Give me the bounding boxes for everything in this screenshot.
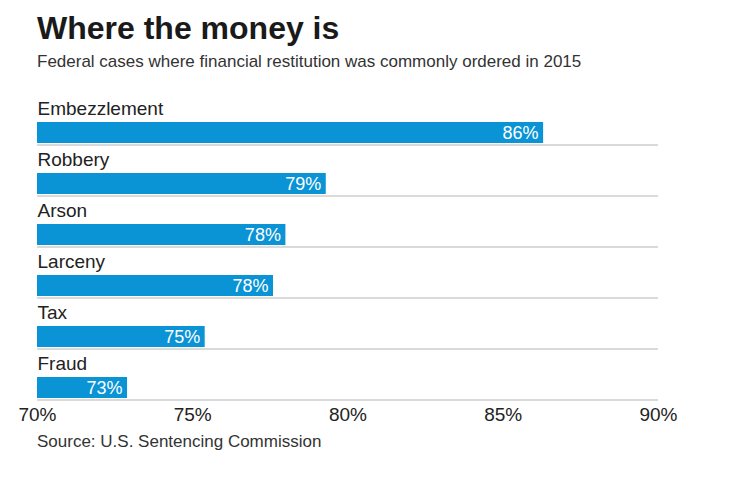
html-text:Where the money is: Where the money is <box>37 10 340 46</box>
svg-text:Embezzlement: Embezzlement <box>38 98 164 119</box>
svg-text:79%: 79% <box>285 174 321 194</box>
html-text:Source: U.S. Sentencing Commis: Source: U.S. Sentencing Commission <box>37 432 322 451</box>
svg-text:86%: 86% <box>503 123 539 143</box>
svg-text:80%: 80% <box>329 404 367 425</box>
svg-text:85%: 85% <box>484 404 522 425</box>
svg-text:Tax: Tax <box>38 302 68 323</box>
svg-text:Arson: Arson <box>38 200 88 221</box>
svg-text:Larceny: Larceny <box>38 251 106 272</box>
svg-text:90%: 90% <box>639 404 677 425</box>
svg-text:78%: 78% <box>232 276 268 296</box>
svg-text:75%: 75% <box>164 327 200 347</box>
svg-text:73%: 73% <box>87 378 123 398</box>
svg-text:75%: 75% <box>174 404 212 425</box>
html-text:Federal cases where financial: Federal cases where financial restitutio… <box>37 52 582 71</box>
svg-text:Fraud: Fraud <box>38 353 88 374</box>
svg-text:78%: 78% <box>245 225 281 245</box>
svg-text:Robbery: Robbery <box>38 149 110 170</box>
svg-text:70%: 70% <box>18 404 56 425</box>
